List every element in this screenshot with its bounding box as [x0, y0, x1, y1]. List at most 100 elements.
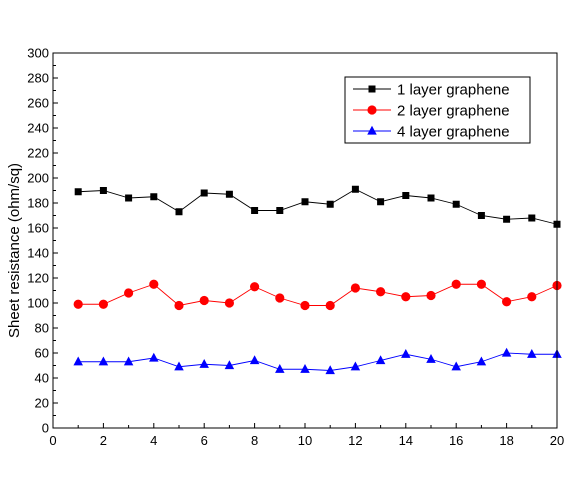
y-tick-label: 60 — [35, 346, 49, 361]
data-point — [174, 361, 184, 371]
data-point — [276, 207, 284, 214]
y-tick-label: 40 — [35, 371, 49, 386]
x-tick-label: 14 — [399, 433, 413, 448]
data-point — [427, 194, 435, 202]
data-point — [401, 348, 411, 358]
data-point — [377, 198, 385, 206]
legend-marker — [368, 85, 376, 93]
data-point — [503, 215, 511, 223]
y-tick-label: 280 — [27, 71, 49, 86]
y-tick-label: 260 — [27, 96, 49, 111]
series-3 — [73, 347, 562, 375]
y-tick-label: 160 — [27, 221, 49, 236]
legend-label: 1 layer graphene — [397, 82, 510, 99]
data-point — [300, 300, 310, 311]
y-tick-label: 120 — [27, 271, 49, 286]
data-point — [376, 287, 386, 297]
series-layer — [73, 185, 562, 375]
x-tick-label: 18 — [499, 433, 513, 448]
x-tick-label: 4 — [150, 433, 157, 448]
data-point — [527, 292, 537, 302]
y-tick-label: 100 — [27, 296, 49, 311]
series-2 — [73, 279, 562, 311]
y-tick-label: 220 — [27, 146, 49, 161]
x-tick-label: 6 — [201, 433, 208, 448]
data-point — [175, 208, 183, 216]
data-point — [73, 356, 83, 366]
data-point — [149, 279, 159, 289]
data-point — [225, 190, 233, 198]
data-point — [199, 358, 209, 368]
data-point — [301, 198, 309, 206]
data-point — [275, 363, 285, 373]
y-tick-label: 0 — [42, 421, 49, 436]
data-point — [325, 365, 335, 375]
y-tick-label: 200 — [27, 171, 49, 186]
data-point — [476, 356, 487, 366]
legend: 1 layer graphene 2 layer graphene 4 layer … — [344, 76, 531, 144]
series-line — [78, 352, 557, 371]
data-point — [149, 352, 159, 362]
legend-entry: 4 layer graphene — [353, 124, 510, 141]
data-point — [73, 299, 83, 309]
data-point — [476, 279, 486, 289]
data-point — [528, 214, 536, 222]
y-tick-label: 180 — [27, 196, 49, 211]
x-tick-label: 10 — [298, 433, 312, 448]
data-point — [350, 283, 360, 293]
axis-layer: 0 2 4 6 8 10 12 14 16 18 2002040608010012014016018… — [27, 46, 564, 449]
data-point — [224, 298, 234, 308]
data-point — [350, 361, 361, 371]
y-tick-label: 300 — [27, 46, 49, 61]
data-point — [451, 361, 461, 371]
series-line — [78, 188, 558, 225]
data-point — [501, 347, 512, 357]
data-point — [98, 356, 109, 366]
data-point — [300, 363, 310, 373]
data-point — [402, 192, 410, 199]
data-point — [426, 353, 436, 363]
data-point — [251, 207, 259, 214]
data-point — [451, 279, 461, 289]
data-point — [351, 185, 359, 193]
data-point — [199, 295, 209, 306]
y-tick-label: 20 — [35, 396, 49, 411]
data-point — [325, 300, 335, 311]
data-point — [249, 355, 260, 365]
y-axis-title: Sheet resistance (ohm/sq) — [6, 163, 23, 338]
data-point — [150, 193, 158, 201]
legend-marker — [367, 125, 377, 135]
data-point — [375, 355, 386, 365]
data-point — [477, 212, 485, 219]
legend-label: 4 layer graphene — [397, 124, 510, 141]
data-point — [125, 194, 133, 202]
data-point — [174, 300, 184, 311]
data-point — [426, 290, 436, 301]
legend-entry: 2 layer graphene — [353, 103, 510, 120]
data-point — [124, 288, 134, 298]
x-tick-label: 8 — [251, 433, 258, 448]
data-point — [326, 200, 334, 208]
data-point — [200, 189, 208, 197]
x-tick-label: 20 — [550, 433, 564, 448]
data-point — [123, 356, 134, 366]
y-tick-label: 140 — [27, 246, 49, 261]
x-tick-label: 0 — [49, 433, 56, 448]
y-tick-label: 80 — [35, 321, 49, 336]
data-point — [74, 188, 82, 196]
legend-label: 2 layer graphene — [397, 103, 510, 120]
data-point — [401, 292, 411, 302]
x-tick-label: 16 — [449, 433, 463, 448]
data-point — [250, 282, 260, 292]
data-point — [527, 348, 537, 358]
data-point — [452, 200, 460, 208]
data-point — [224, 360, 235, 370]
legend-entry: 1 layer graphene — [353, 82, 510, 99]
x-tick-label: 12 — [348, 433, 362, 448]
data-point — [502, 297, 512, 307]
data-point — [99, 187, 107, 194]
series-1 — [74, 185, 561, 228]
legend-marker — [367, 105, 377, 115]
